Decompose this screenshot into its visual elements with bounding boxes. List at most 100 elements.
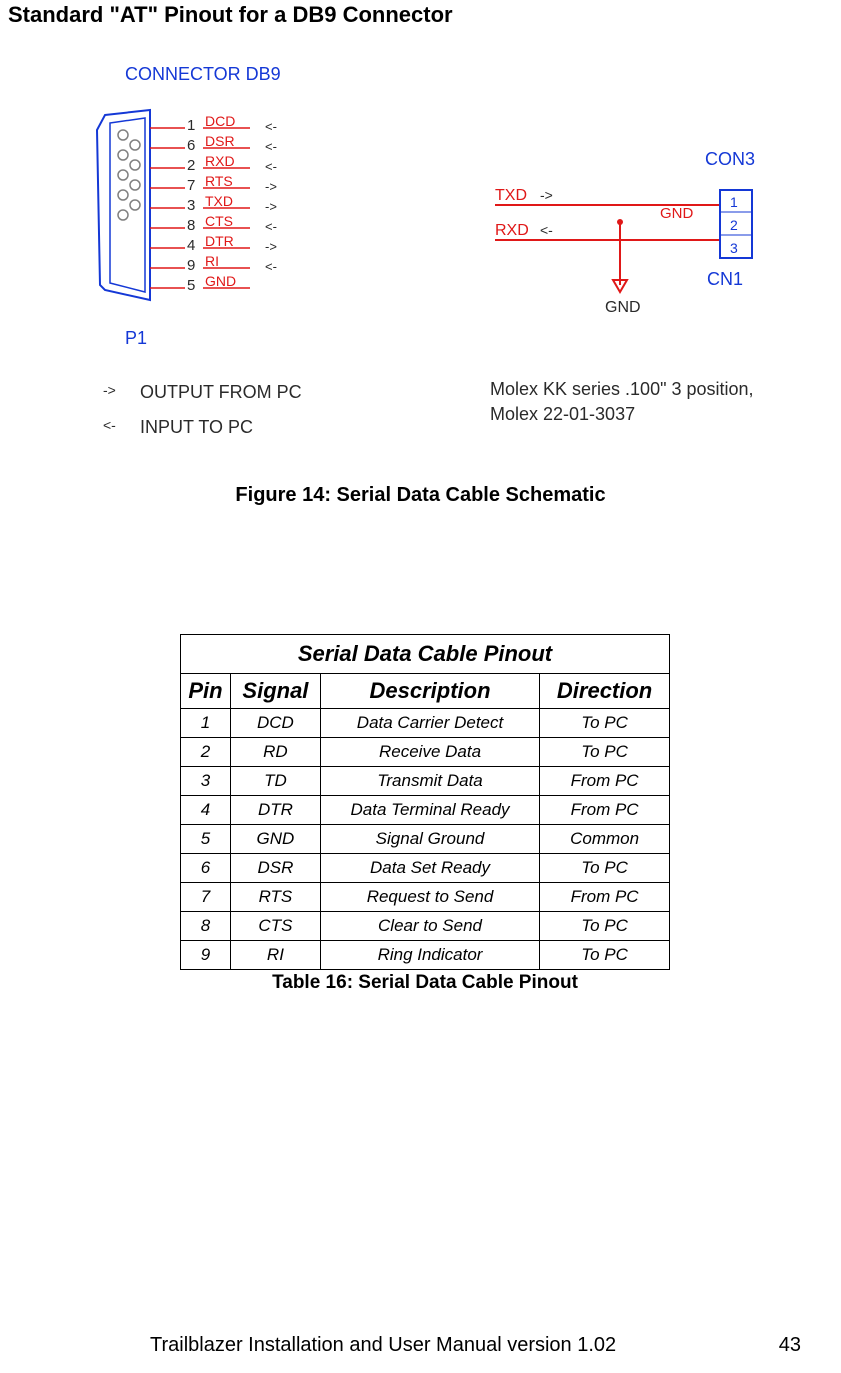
db9-signal-label: GND xyxy=(205,273,236,289)
cell-pin: 6 xyxy=(181,854,231,883)
cell-pin: 7 xyxy=(181,883,231,912)
cell-pin: 8 xyxy=(181,912,231,941)
legend-out-text: OUTPUT FROM PC xyxy=(140,382,302,402)
cell-direction: To PC xyxy=(540,941,670,970)
cell-pin: 4 xyxy=(181,796,231,825)
table-title-row: Serial Data Cable Pinout xyxy=(181,635,670,674)
db9-pin-num: 5 xyxy=(187,277,195,294)
molex-note-1: Molex KK series .100" 3 position, xyxy=(490,379,754,399)
rxd-label: RXD xyxy=(495,222,529,239)
cell-signal: CTS xyxy=(230,912,320,941)
figure-caption: Figure 14: Serial Data Cable Schematic xyxy=(0,484,841,507)
db9-dir: <- xyxy=(265,259,277,274)
table-row: 1DCDData Carrier DetectTo PC xyxy=(181,709,670,738)
db9-ref: P1 xyxy=(125,328,147,348)
cell-description: Signal Ground xyxy=(320,825,539,854)
cell-description: Ring Indicator xyxy=(320,941,539,970)
db9-pin-num: 1 xyxy=(187,117,195,134)
db9-signal-label: TXD xyxy=(205,193,233,209)
col-signal: Signal xyxy=(230,674,320,709)
cell-signal: DCD xyxy=(230,709,320,738)
db9-signal-label: CTS xyxy=(205,213,233,229)
table-row: 4DTRData Terminal ReadyFrom PC xyxy=(181,796,670,825)
table-row: 3TDTransmit DataFrom PC xyxy=(181,767,670,796)
col-pin: Pin xyxy=(181,674,231,709)
db9-dir: <- xyxy=(265,139,277,154)
db9-dir: -> xyxy=(265,179,277,194)
cell-signal: GND xyxy=(230,825,320,854)
legend-in-sym: <- xyxy=(103,417,116,433)
db9-title: CONNECTOR DB9 xyxy=(125,64,281,84)
table-row: 5GNDSignal GroundCommon xyxy=(181,825,670,854)
cell-signal: RD xyxy=(230,738,320,767)
cell-direction: To PC xyxy=(540,912,670,941)
cell-direction: From PC xyxy=(540,767,670,796)
pinout-table: Serial Data Cable Pinout Pin Signal Desc… xyxy=(180,634,670,970)
cell-description: Receive Data xyxy=(320,738,539,767)
cell-direction: From PC xyxy=(540,883,670,912)
table-title: Serial Data Cable Pinout xyxy=(181,635,670,674)
cell-description: Data Terminal Ready xyxy=(320,796,539,825)
con3-pin-3: 3 xyxy=(730,240,738,256)
cell-description: Data Set Ready xyxy=(320,854,539,883)
db9-signal-label: RXD xyxy=(205,153,235,169)
cell-description: Request to Send xyxy=(320,883,539,912)
con3-pin-1: 1 xyxy=(730,194,738,210)
table-row: 2RDReceive DataTo PC xyxy=(181,738,670,767)
db9-pin-num: 4 xyxy=(187,237,195,254)
db9-pin-num: 3 xyxy=(187,197,195,214)
rxd-dir: <- xyxy=(540,222,553,238)
cell-pin: 9 xyxy=(181,941,231,970)
col-direction: Direction xyxy=(540,674,670,709)
txd-label: TXD xyxy=(495,187,527,204)
cell-pin: 1 xyxy=(181,709,231,738)
db9-dir: -> xyxy=(265,239,277,254)
con3-connector: CON3 TXD -> GND RXD <- GND 1 2 3 CN1 Mol… xyxy=(490,149,755,424)
txd-dir: -> xyxy=(540,187,553,203)
db9-pin-num: 7 xyxy=(187,177,195,194)
db9-signal-label: DSR xyxy=(205,133,235,149)
table-row: 7RTSRequest to SendFrom PC xyxy=(181,883,670,912)
footer-page-number: 43 xyxy=(779,1334,801,1357)
legend-in-text: INPUT TO PC xyxy=(140,417,253,437)
legend: -> OUTPUT FROM PC <- INPUT TO PC xyxy=(103,382,302,437)
page-title: Standard "AT" Pinout for a DB9 Connector xyxy=(8,2,453,28)
cell-pin: 3 xyxy=(181,767,231,796)
db9-dir: <- xyxy=(265,219,277,234)
cell-description: Clear to Send xyxy=(320,912,539,941)
cell-direction: To PC xyxy=(540,709,670,738)
db9-signal-label: RI xyxy=(205,253,219,269)
cell-signal: TD xyxy=(230,767,320,796)
footer-text: Trailblazer Installation and User Manual… xyxy=(150,1334,616,1357)
db9-signal-label: DTR xyxy=(205,233,234,249)
con3-title: CON3 xyxy=(705,149,755,169)
page-footer: Trailblazer Installation and User Manual… xyxy=(0,1334,841,1357)
db9-signal-label: DCD xyxy=(205,113,235,129)
con3-pin-2: 2 xyxy=(730,217,738,233)
cell-signal: DTR xyxy=(230,796,320,825)
legend-out-sym: -> xyxy=(103,382,116,398)
table-row: 8CTSClear to SendTo PC xyxy=(181,912,670,941)
gnd-top-label: GND xyxy=(660,205,694,222)
cell-direction: To PC xyxy=(540,854,670,883)
cell-signal: RTS xyxy=(230,883,320,912)
db9-pin-num: 2 xyxy=(187,157,195,174)
table-row: 9RIRing IndicatorTo PC xyxy=(181,941,670,970)
cell-signal: DSR xyxy=(230,854,320,883)
col-description: Description xyxy=(320,674,539,709)
cell-direction: To PC xyxy=(540,738,670,767)
cell-pin: 5 xyxy=(181,825,231,854)
table-caption: Table 16: Serial Data Cable Pinout xyxy=(180,972,670,994)
db9-connector: CONNECTOR DB9 1DCD<-6DSR<-2RXD<-7RTS->3T… xyxy=(97,64,281,348)
con3-ref: CN1 xyxy=(707,269,743,289)
db9-pin-num: 6 xyxy=(187,137,195,154)
table-header-row: Pin Signal Description Direction xyxy=(181,674,670,709)
db9-dir: <- xyxy=(265,159,277,174)
table-row: 6DSRData Set ReadyTo PC xyxy=(181,854,670,883)
schematic-figure: CONNECTOR DB9 1DCD<-6DSR<-2RXD<-7RTS->3T… xyxy=(95,60,841,470)
cell-pin: 2 xyxy=(181,738,231,767)
db9-pin-num: 8 xyxy=(187,217,195,234)
gnd-bot-label: GND xyxy=(605,299,641,316)
cell-direction: Common xyxy=(540,825,670,854)
cell-signal: RI xyxy=(230,941,320,970)
